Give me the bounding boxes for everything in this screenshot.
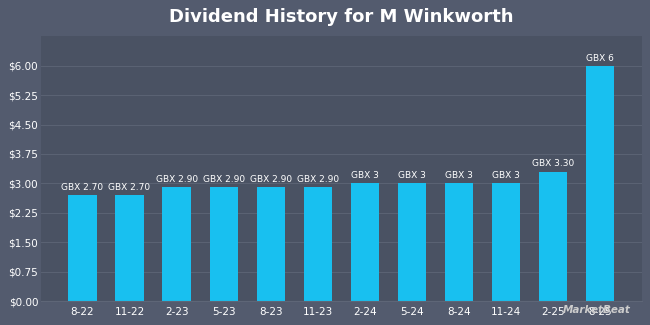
Bar (539, 172, 567, 301)
Bar (398, 183, 426, 301)
Text: GBX 3.30: GBX 3.30 (532, 160, 575, 168)
Bar (209, 187, 238, 301)
Text: GBX 3: GBX 3 (492, 171, 520, 180)
Text: GBX 2.90: GBX 2.90 (155, 175, 198, 184)
Bar (492, 183, 520, 301)
Text: GBX 2.90: GBX 2.90 (250, 175, 292, 184)
Bar (351, 183, 379, 301)
Text: GBX 2.70: GBX 2.70 (61, 183, 103, 192)
Bar (115, 195, 144, 301)
Bar (68, 195, 97, 301)
Text: GBX 3: GBX 3 (398, 171, 426, 180)
Text: GBX 2.90: GBX 2.90 (203, 175, 244, 184)
Text: GBX 2.90: GBX 2.90 (297, 175, 339, 184)
Text: MarketBeat: MarketBeat (563, 305, 630, 315)
Bar (304, 187, 332, 301)
Bar (257, 187, 285, 301)
Bar (445, 183, 473, 301)
Bar (586, 66, 614, 301)
Title: Dividend History for M Winkworth: Dividend History for M Winkworth (169, 8, 514, 26)
Bar (162, 187, 190, 301)
Text: GBX 3: GBX 3 (445, 171, 473, 180)
Text: GBX 6: GBX 6 (586, 54, 614, 62)
Text: GBX 2.70: GBX 2.70 (109, 183, 151, 192)
Text: GBX 3: GBX 3 (351, 171, 379, 180)
